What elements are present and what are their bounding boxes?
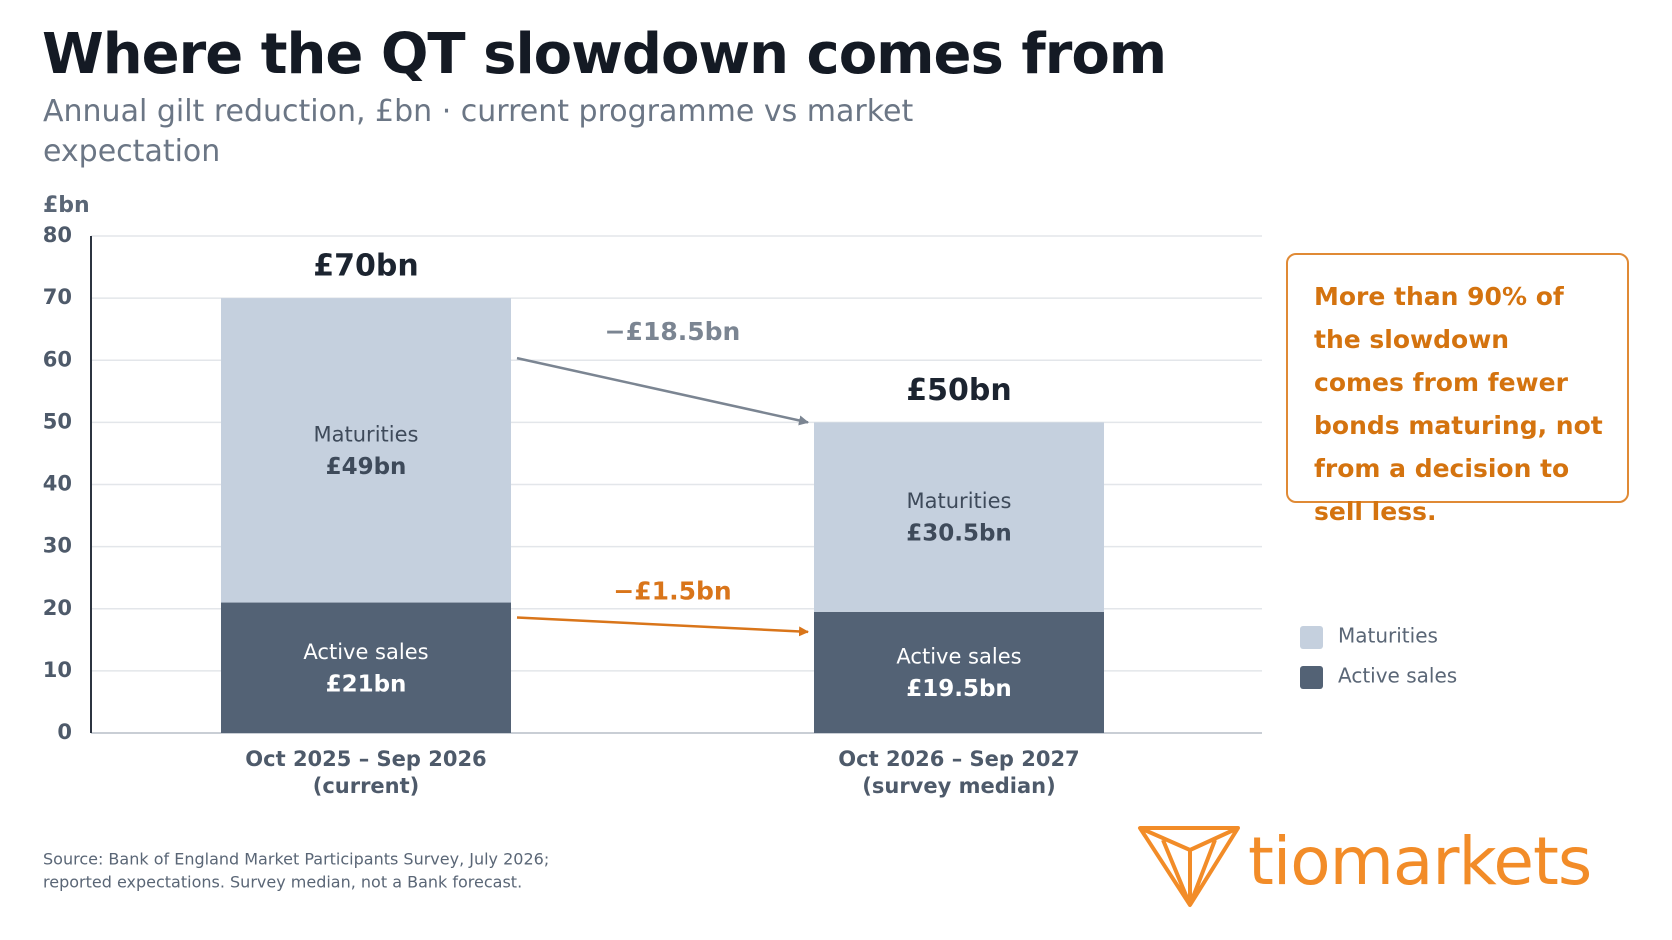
y-tick-label: 60 [43,347,72,371]
y-tick-label: 10 [43,658,72,682]
x-tick-label: Oct 2025 – Sep 2026 [245,747,486,771]
x-tick-label: Oct 2026 – Sep 2027 [838,747,1079,771]
y-axis-label: £bn [43,193,90,218]
value-label: £30.5bn [906,521,1012,547]
change-arrow [516,356,809,426]
segment-name: Active sales [303,640,428,664]
legend-swatch [1300,626,1323,649]
bar-segment [221,298,511,603]
value-label: £21bn [326,671,407,697]
bar-segment [814,422,1104,612]
logo-text: tiomarkets [1248,823,1591,900]
legend-label: Maturities [1338,624,1438,648]
total-label: £70bn [313,249,418,284]
bar-segment [814,611,1104,733]
source-note: reported expectations. Survey median, no… [43,873,522,892]
change-label: −£1.5bn [613,577,731,606]
y-tick-label: 70 [43,285,72,309]
y-tick-label: 20 [43,596,72,620]
y-tick-label: 80 [43,223,72,247]
y-tick-label: 50 [43,409,72,433]
legend-label: Active sales [1338,664,1457,688]
source-note: Source: Bank of England Market Participa… [43,850,549,869]
value-label: £19.5bn [906,676,1012,702]
change-arrow [516,616,809,637]
bar-segment [221,602,511,733]
x-tick-note: (survey median) [862,774,1055,798]
chart-subtitle: Annual gilt reduction, £bn · current pro… [43,94,914,169]
y-tick-label: 30 [43,534,72,558]
change-label: −£18.5bn [605,317,741,346]
y-tick-label: 40 [43,472,72,496]
y-tick-label: 0 [57,720,72,744]
segment-name: Maturities [314,422,419,446]
logo-mark [1138,826,1240,907]
value-label: £49bn [326,454,407,480]
segment-name: Active sales [896,644,1021,668]
chart-title: Where the QT slowdown comes from [42,22,1167,87]
callout: More than 90% of the slowdown comes from… [1286,253,1629,526]
x-tick-note: (current) [313,774,420,798]
total-label: £50bn [906,373,1011,408]
legend-swatch [1300,666,1323,689]
segment-name: Maturities [907,489,1012,513]
